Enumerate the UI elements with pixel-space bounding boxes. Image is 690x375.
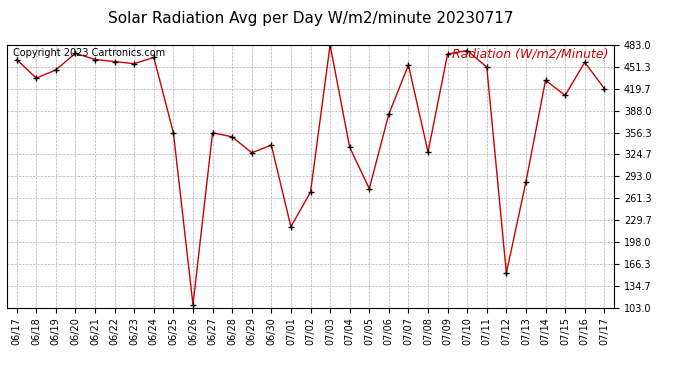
Text: Copyright 2023 Cartronics.com: Copyright 2023 Cartronics.com [13, 48, 165, 58]
Text: Solar Radiation Avg per Day W/m2/minute 20230717: Solar Radiation Avg per Day W/m2/minute … [108, 11, 513, 26]
Text: Radiation (W/m2/Minute): Radiation (W/m2/Minute) [451, 48, 608, 61]
